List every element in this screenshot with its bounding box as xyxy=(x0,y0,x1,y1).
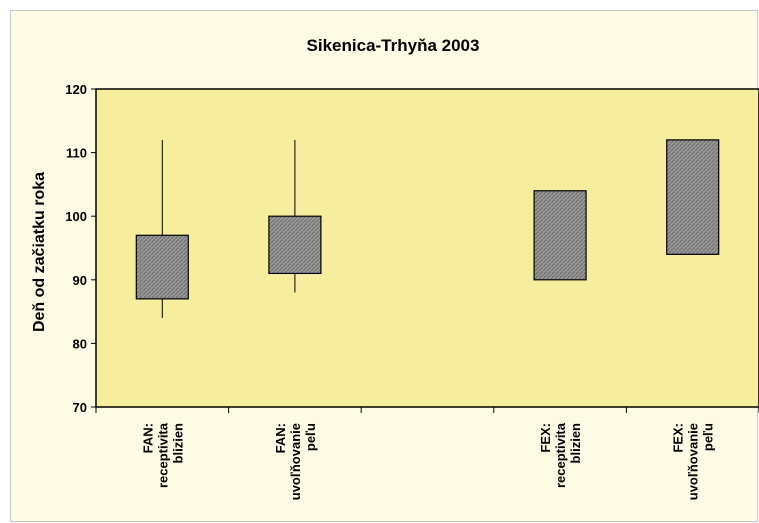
x-category-label: FAN: xyxy=(273,423,288,453)
box xyxy=(666,139,720,255)
x-category-label: FAN: xyxy=(140,423,155,453)
box xyxy=(268,215,322,275)
x-category-label: blizien xyxy=(170,423,185,464)
y-axis-label: Deň od začiatku roka xyxy=(31,172,48,332)
y-tick-label: 70 xyxy=(73,400,87,415)
y-tick-label: 110 xyxy=(66,146,87,161)
x-category-label: blizien xyxy=(568,423,583,464)
x-category-label: receptivita xyxy=(553,422,568,488)
box-chart: Sikenica-Trhyňa 2003 Deň od začiatku rok… xyxy=(31,36,759,500)
plot-area xyxy=(95,88,759,408)
x-category-label: uvoľňovanie xyxy=(288,423,303,500)
x-category-label: peľu xyxy=(303,423,318,451)
x-category-label: FEX: xyxy=(538,423,553,453)
box xyxy=(135,234,189,300)
y-tick-label: 80 xyxy=(73,336,87,351)
x-category-label: uvoľňovanie xyxy=(686,423,701,500)
x-category-label: FEX: xyxy=(671,423,686,453)
x-category-label: peľu xyxy=(701,423,716,451)
chart-title: Sikenica-Trhyňa 2003 xyxy=(307,36,480,55)
y-tick-label: 100 xyxy=(65,209,87,224)
chart-frame: Sikenica-Trhyňa 2003 Deň od začiatku rok… xyxy=(10,10,759,522)
y-tick-label: 120 xyxy=(65,82,87,97)
box xyxy=(533,190,587,281)
y-tick-label: 90 xyxy=(73,273,87,288)
x-category-label: receptivita xyxy=(155,422,170,488)
